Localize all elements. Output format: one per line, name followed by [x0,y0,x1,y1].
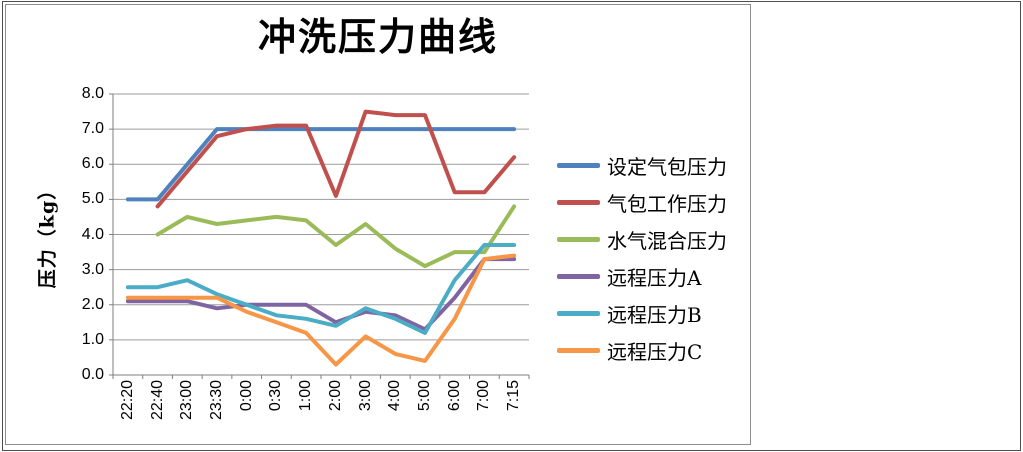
legend-line-swatch [557,273,600,279]
x-tick-label: 2:00 [326,380,344,412]
legend-line-swatch [557,162,600,168]
series-line-5 [125,243,517,335]
y-tick-label: 5.0 [81,190,104,208]
x-tick-label: 6:00 [445,380,463,412]
legend-line-swatch [557,347,600,353]
y-tick-label: 2.0 [81,295,104,313]
legend-item: 远程压力C [557,337,703,364]
series-line-3 [155,204,517,269]
chart-area-border [5,4,751,445]
y-axis-title: 压力（kg） [36,179,59,289]
x-tick-label: 4:00 [386,380,404,412]
series-line-2 [155,109,517,209]
series-line-6 [125,253,517,367]
legend-item: 气包工作压力 [557,189,727,216]
y-tick-label: 6.0 [81,155,104,173]
legend-line-swatch [557,310,600,316]
chart-title: 冲洗压力曲线 [257,14,498,59]
legend-item-label: 设定气包压力 [607,154,727,179]
legend-item: 设定气包压力 [557,152,727,179]
x-tick-label: 3:00 [356,380,374,412]
series-line-4 [125,257,517,332]
legend-item-label: 远程压力B [607,302,702,327]
legend-line-swatch [557,236,600,242]
x-tick-label: 23:00 [178,380,196,421]
x-tick-label: 0:30 [267,380,285,412]
x-tick-label: 23:30 [208,380,225,421]
x-tick-label: 7:15 [505,380,523,412]
x-tick-label: 0:00 [237,380,255,412]
legend-line-swatch [557,199,600,205]
y-tick-label: 8.0 [81,85,104,102]
y-tick-label: 3.0 [81,260,104,278]
y-tick-label: 1.0 [81,330,104,348]
legend-item-label: 远程压力A [607,265,702,290]
legend-item: 远程压力B [557,300,702,327]
x-tick-label: 7:00 [475,380,493,412]
y-tick-label: 4.0 [81,225,104,243]
legend-item-label: 气包工作压力 [607,191,727,216]
x-tick-label: 1:00 [297,380,315,412]
legend-item-label: 水气混合压力 [607,228,727,253]
legend-item-label: 远程压力C [607,339,703,364]
legend-item: 水气混合压力 [557,226,727,253]
series-line-1 [125,127,517,202]
y-tick-label: 0.0 [81,366,104,383]
x-tick-label: 5:00 [416,380,433,412]
x-tick-label: 22:20 [118,380,136,421]
y-tick-label: 7.0 [81,120,104,138]
legend-item: 远程压力A [557,263,702,290]
x-tick-label: 22:40 [148,380,166,421]
